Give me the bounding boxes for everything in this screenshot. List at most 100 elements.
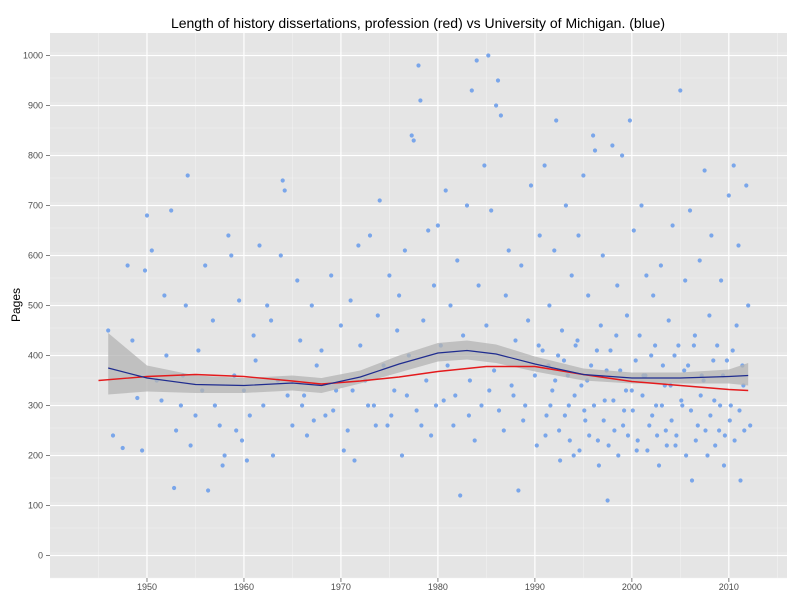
data-point (563, 203, 569, 208)
data-point (461, 333, 466, 338)
data-point (736, 243, 741, 248)
data-point (601, 418, 606, 423)
data-point (621, 423, 626, 428)
data-point (532, 373, 538, 378)
data-point (709, 233, 714, 238)
data-point (724, 358, 730, 363)
data-point (583, 418, 588, 423)
data-point (234, 428, 239, 433)
data-point (625, 433, 631, 438)
data-point (441, 398, 446, 403)
data-point (373, 423, 378, 428)
data-point (474, 58, 479, 63)
data-point (645, 448, 650, 453)
data-point (582, 408, 587, 413)
y-axis-title: Pages (9, 288, 23, 322)
data-point (591, 403, 597, 408)
data-point (251, 333, 256, 338)
data-point (397, 293, 402, 298)
data-point (516, 488, 521, 493)
data-point (596, 463, 602, 468)
data-point (290, 423, 295, 428)
y-tick-label: 600 (28, 251, 43, 261)
data-point (495, 78, 501, 83)
data-point (600, 253, 605, 258)
data-point (511, 393, 516, 398)
data-point (458, 493, 463, 498)
data-point (543, 433, 548, 438)
data-point (663, 428, 668, 433)
data-point (448, 303, 453, 308)
data-point (627, 118, 633, 123)
x-tick-label: 1970 (331, 582, 351, 592)
data-point (691, 343, 697, 348)
data-point (650, 413, 655, 418)
plot-area: 0 100 200 300 400 500 600 700 800 900 1000 1950 1960… (23, 33, 787, 592)
data-point (319, 348, 324, 353)
x-tick-label: 2000 (622, 582, 642, 592)
data-point (689, 478, 695, 483)
data-point (608, 348, 613, 353)
data-point (712, 398, 717, 403)
data-point (435, 223, 440, 228)
data-point (367, 233, 373, 238)
data-point (492, 368, 497, 373)
data-point (278, 253, 283, 258)
data-point (664, 443, 669, 448)
data-point (193, 413, 198, 418)
data-point (592, 148, 598, 153)
data-point (744, 183, 749, 188)
data-point (598, 323, 603, 328)
y-tick-label: 200 (28, 451, 43, 461)
data-point (721, 463, 727, 468)
data-point (692, 333, 698, 338)
data-point (206, 488, 211, 493)
data-point (469, 88, 474, 93)
data-point (285, 393, 290, 398)
data-point (614, 333, 619, 338)
michigan-trend-line (108, 349, 749, 387)
data-point (718, 403, 723, 408)
data-point (183, 303, 188, 308)
data-point (418, 98, 423, 103)
data-point (188, 443, 193, 448)
data-point (711, 358, 716, 363)
data-point (649, 353, 654, 358)
data-point (688, 408, 694, 413)
data-point (130, 338, 135, 343)
data-point (404, 393, 409, 398)
data-point (110, 433, 116, 438)
data-point (521, 418, 526, 423)
data-point (506, 248, 511, 253)
data-point (686, 363, 691, 368)
data-point (472, 438, 477, 443)
data-point (633, 358, 638, 363)
data-point (630, 408, 635, 413)
data-point (705, 453, 710, 458)
data-point (742, 428, 747, 433)
data-point (239, 438, 245, 443)
data-point (399, 453, 405, 458)
profession-trend-line (98, 365, 749, 392)
data-point (547, 303, 552, 308)
data-point (577, 448, 582, 453)
data-point (451, 423, 456, 428)
data-point (329, 273, 334, 278)
data-point (651, 293, 656, 298)
data-point (489, 208, 494, 213)
data-point (348, 298, 353, 303)
data-point (419, 423, 424, 428)
data-point (659, 403, 665, 408)
data-point (687, 208, 693, 213)
data-point (222, 453, 227, 458)
data-point (464, 203, 470, 208)
data-point (487, 388, 492, 393)
data-point (616, 453, 621, 458)
data-point (556, 353, 561, 358)
data-point (174, 428, 179, 433)
data-point (309, 303, 314, 308)
data-point (707, 313, 712, 318)
x-tick-label: 1960 (234, 582, 254, 592)
